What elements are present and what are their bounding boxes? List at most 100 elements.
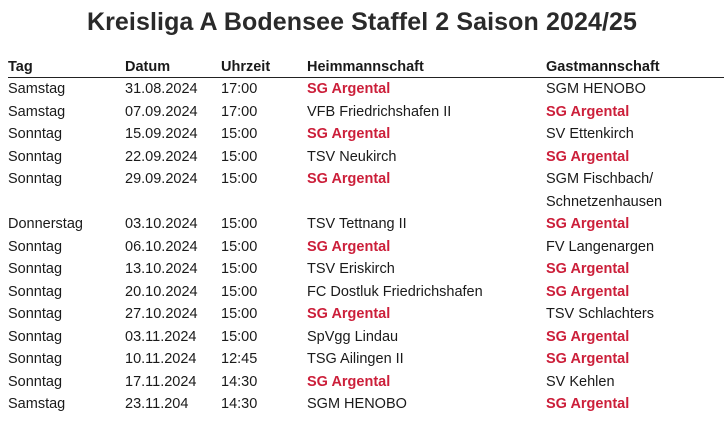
- cell-datum-text: 03.10.2024: [125, 216, 198, 232]
- cell-uhrzeit-text: 15:00: [221, 126, 258, 142]
- cell-heim: FC Dostluk Friedrichshafen: [307, 281, 546, 304]
- cell-datum: 31.08.2024: [125, 78, 221, 101]
- cell-gast: SGM Fischbach/Schnetzenhausen: [546, 168, 724, 213]
- cell-datum: 17.11.2024: [125, 371, 221, 394]
- cell-datum-text: 31.08.2024: [125, 81, 198, 97]
- cell-uhrzeit-text: 17:00: [221, 103, 258, 120]
- cell-heim-text: SG Argental: [307, 238, 391, 255]
- cell-datum-text: 17.11.2024: [125, 373, 197, 390]
- table-row: Samstag 23.11.204 14:30 SGM HENOBO SG Argent…: [8, 393, 724, 416]
- cell-heim-text: SpVgg Lindau: [307, 328, 399, 345]
- cell-gast: SG Argental: [546, 348, 724, 371]
- cell-datum-text: 10.11.2024: [125, 351, 197, 367]
- table-row: Sonntag 03.11.2024 15:00 SpVgg Lindau SG Arg…: [8, 326, 724, 349]
- cell-tag: Sonntag: [8, 326, 125, 349]
- cell-tag-text: Samstag: [8, 396, 66, 412]
- cell-gast: SG Argental: [546, 281, 724, 304]
- cell-gast-text: SG Argental: [546, 283, 630, 300]
- cell-heim: VFB Friedrichshafen II: [307, 101, 546, 124]
- cell-tag: Sonntag: [8, 168, 125, 213]
- cell-tag-text: Samstag: [8, 81, 66, 97]
- cell-gast-text: SG Argental: [546, 328, 630, 345]
- cell-uhrzeit: 14:30: [221, 393, 307, 416]
- table-row: Sonntag 10.11.2024 12:45 TSG Ailingen II SG …: [8, 348, 724, 371]
- cell-heim: SG Argental: [307, 236, 546, 259]
- header-tag: Tag: [8, 56, 125, 78]
- table-row: Sonntag 06.10.2024 15:00 SG Argental FV Lang…: [8, 236, 724, 259]
- cell-tag: Sonntag: [8, 258, 125, 281]
- cell-heim-text: TSG Ailingen II: [307, 351, 404, 367]
- cell-uhrzeit-text: 15:00: [221, 306, 258, 322]
- cell-gast-text: SGM Fischbach/: [546, 171, 654, 187]
- table-row: Sonntag 22.09.2024 15:00 TSV Neukirch SG Arg…: [8, 146, 724, 169]
- cell-uhrzeit: 12:45: [221, 348, 307, 371]
- cell-gast: FV Langenargen: [546, 236, 724, 259]
- cell-heim: SG Argental: [307, 371, 546, 394]
- cell-tag-text: Sonntag: [8, 126, 63, 142]
- cell-gast: SG Argental: [546, 101, 724, 124]
- cell-tag-text: Sonntag: [8, 306, 63, 322]
- cell-gast-text: SG Argental: [546, 148, 630, 165]
- cell-tag-text: Sonntag: [8, 351, 63, 367]
- cell-datum-text: 03.11.2024: [125, 328, 197, 345]
- cell-gast-text: SG Argental: [546, 396, 630, 412]
- cell-datum-text: 22.09.2024: [125, 148, 198, 165]
- cell-uhrzeit: 15:00: [221, 168, 307, 213]
- cell-tag-text: Sonntag: [8, 283, 63, 300]
- table-row: Sonntag 17.11.2024 14:30 SG Argental SV Kehl…: [8, 371, 724, 394]
- cell-datum: 23.11.204: [125, 393, 221, 416]
- cell-heim-text: FC Dostluk Friedrichshafen: [307, 283, 483, 300]
- cell-heim-text: SG Argental: [307, 373, 391, 390]
- cell-uhrzeit-text: 15:00: [221, 261, 258, 277]
- schedule-table: Tag Datum Uhrzeit Heimmannschaft Gastman…: [8, 56, 724, 416]
- cell-heim-text: VFB Friedrichshafen II: [307, 103, 452, 120]
- header-heim: Heimmannschaft: [307, 56, 546, 78]
- cell-gast-text: FV Langenargen: [546, 238, 655, 255]
- cell-datum: 07.09.2024: [125, 101, 221, 124]
- cell-heim: SpVgg Lindau: [307, 326, 546, 349]
- cell-datum-text: 29.09.2024: [125, 171, 198, 187]
- cell-heim: TSV Tettnang II: [307, 213, 546, 236]
- table-row: Sonntag 27.10.2024 15:00 SG Argental TSV Sch…: [8, 303, 724, 326]
- cell-datum-text: 23.11.204: [125, 396, 189, 412]
- table-row: Sonntag 15.09.2024 15:00 SG Argental SV Ette…: [8, 123, 724, 146]
- header-gast: Gastmannschaft: [546, 56, 724, 78]
- table-header-row: Tag Datum Uhrzeit Heimmannschaft Gastman…: [8, 56, 724, 78]
- cell-tag-text: Sonntag: [8, 261, 63, 277]
- cell-heim-text: SGM HENOBO: [307, 396, 407, 412]
- cell-datum: 27.10.2024: [125, 303, 221, 326]
- cell-uhrzeit-text: 12:45: [221, 351, 258, 367]
- cell-uhrzeit: 17:00: [221, 78, 307, 101]
- cell-uhrzeit: 15:00: [221, 281, 307, 304]
- cell-gast: SV Ettenkirch: [546, 123, 724, 146]
- cell-uhrzeit-text: 15:00: [221, 283, 258, 300]
- cell-gast-text: SV Kehlen: [546, 373, 615, 390]
- cell-datum: 06.10.2024: [125, 236, 221, 259]
- cell-uhrzeit: 15:00: [221, 258, 307, 281]
- cell-datum: 13.10.2024: [125, 258, 221, 281]
- cell-heim: SG Argental: [307, 78, 546, 101]
- cell-uhrzeit: 14:30: [221, 371, 307, 394]
- cell-datum-text: 20.10.2024: [125, 283, 198, 300]
- cell-tag-text: Samstag: [8, 103, 66, 120]
- cell-tag-text: Sonntag: [8, 171, 63, 187]
- cell-tag: Samstag: [8, 78, 125, 101]
- cell-datum: 03.11.2024: [125, 326, 221, 349]
- cell-uhrzeit: 15:00: [221, 213, 307, 236]
- cell-datum-text: 07.09.2024: [125, 103, 198, 120]
- cell-heim-text: SG Argental: [307, 126, 391, 142]
- cell-tag: Sonntag: [8, 123, 125, 146]
- cell-uhrzeit: 15:00: [221, 123, 307, 146]
- cell-gast-text: SG Argental: [546, 216, 630, 232]
- cell-datum-text: 06.10.2024: [125, 238, 198, 255]
- cell-uhrzeit-text: 15:00: [221, 171, 258, 187]
- cell-uhrzeit: 15:00: [221, 236, 307, 259]
- table-body: Samstag 31.08.2024 17:00 SG Argental SGM HEN…: [8, 78, 724, 416]
- cell-uhrzeit-text: 15:00: [221, 328, 258, 345]
- cell-uhrzeit: 15:00: [221, 303, 307, 326]
- header-uhrzeit: Uhrzeit: [221, 56, 307, 78]
- cell-uhrzeit-text: 15:00: [221, 148, 258, 165]
- cell-uhrzeit-text: 17:00: [221, 81, 258, 97]
- cell-datum: 15.09.2024: [125, 123, 221, 146]
- cell-tag: Sonntag: [8, 348, 125, 371]
